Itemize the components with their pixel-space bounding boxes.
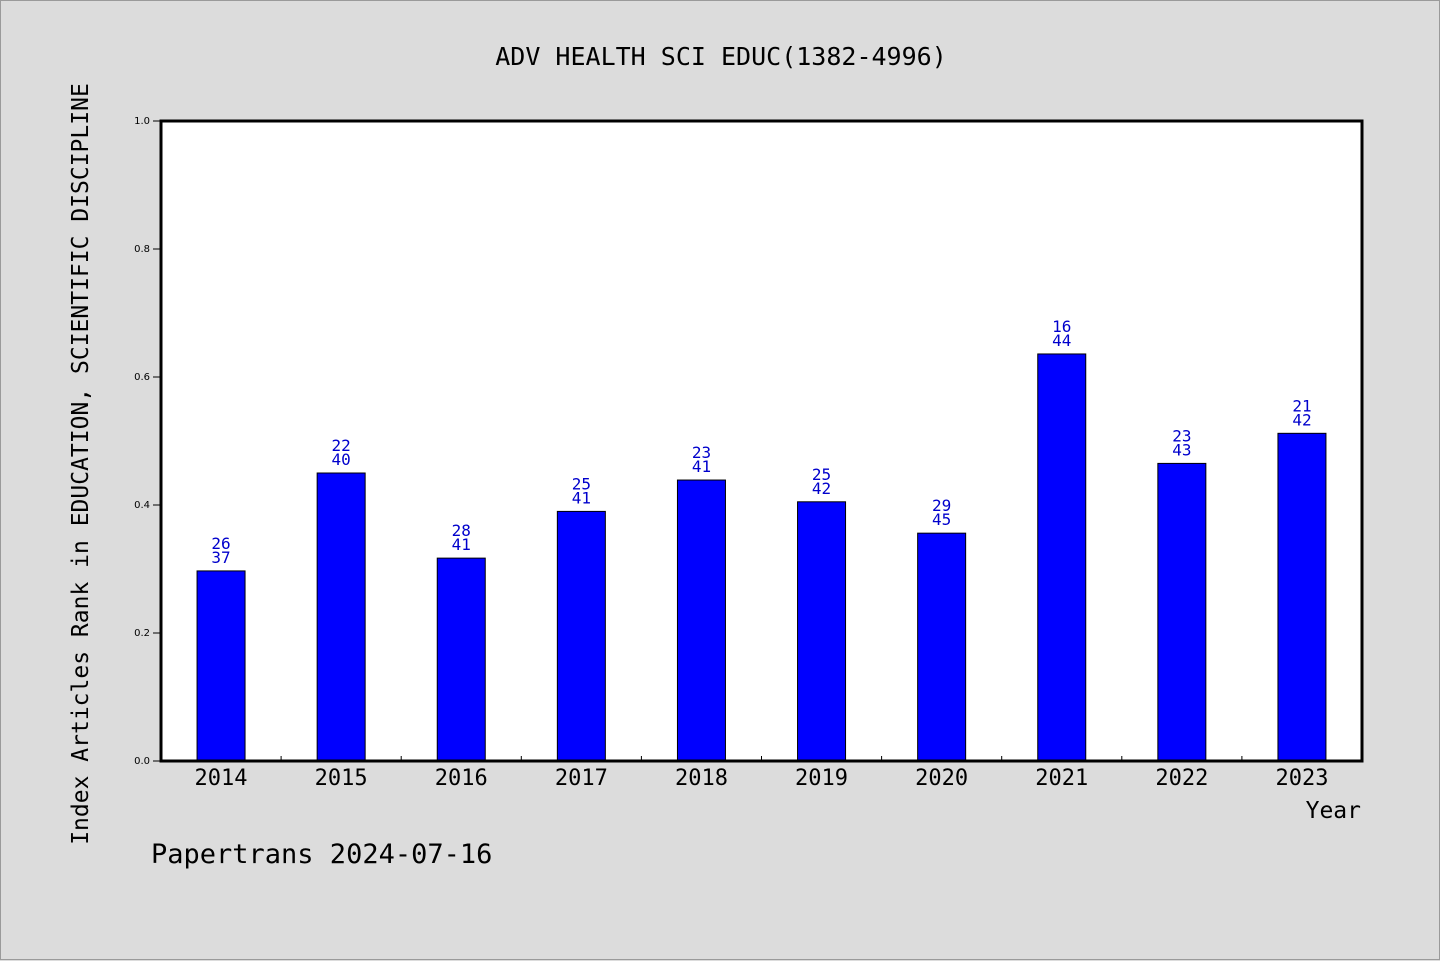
y-tick-label: 1.0 xyxy=(134,116,150,127)
bar-2015 xyxy=(316,472,366,762)
x-tick-label-2017: 2017 xyxy=(555,766,608,791)
y-tick-label: 0.4 xyxy=(134,500,150,511)
x-tick-label-2022: 2022 xyxy=(1155,766,1208,791)
y-tick-label: 0.6 xyxy=(134,372,150,383)
plot-border xyxy=(159,119,1364,763)
x-tick-label-2020: 2020 xyxy=(915,766,968,791)
x-tick-label-2021: 2021 xyxy=(1035,766,1088,791)
bar-2019 xyxy=(797,501,847,762)
bar-rank-label-2022: 23 xyxy=(1172,426,1191,445)
bar-total-label-2021: 44 xyxy=(1052,331,1071,350)
x-tick-label-2015: 2015 xyxy=(315,766,368,791)
bar-total-label-2018: 41 xyxy=(692,457,711,476)
y-tick-label: 0.0 xyxy=(134,756,150,767)
footer-text: Papertrans 2024-07-16 xyxy=(151,839,492,870)
x-tick-label-2018: 2018 xyxy=(675,766,728,791)
bar-2020 xyxy=(917,532,967,762)
bar-total-label-2022: 43 xyxy=(1172,440,1191,459)
bar-rank-label-2021: 16 xyxy=(1052,317,1071,336)
bar-rank-label-2018: 23 xyxy=(692,443,711,462)
bar-2023 xyxy=(1277,432,1327,762)
bar-rank-label-2020: 29 xyxy=(932,496,951,515)
y-axis-label: Index Articles Rank in EDUCATION, SCIENT… xyxy=(68,83,94,845)
y-tick-label: 0.2 xyxy=(134,628,150,639)
bar-rank-label-2015: 22 xyxy=(332,436,351,455)
x-tick-label-2014: 2014 xyxy=(195,766,248,791)
bar-total-label-2016: 41 xyxy=(452,535,471,554)
bar-2021 xyxy=(1037,353,1087,762)
plot-area: 2637201422402015284120162541201723412018… xyxy=(134,116,1364,791)
bar-2017 xyxy=(556,510,606,762)
bar-2018 xyxy=(676,479,726,762)
bar-total-label-2015: 40 xyxy=(332,450,351,469)
bar-2022 xyxy=(1157,462,1207,762)
bar-total-label-2019: 42 xyxy=(812,479,831,498)
bar-rank-label-2019: 25 xyxy=(812,465,831,484)
bar-total-label-2023: 42 xyxy=(1292,410,1311,429)
x-axis-label: Year xyxy=(1306,798,1361,824)
bar-total-label-2014: 37 xyxy=(211,548,230,567)
y-tick-label: 0.8 xyxy=(134,244,150,255)
bar-2016 xyxy=(436,557,486,762)
bar-rank-label-2016: 28 xyxy=(452,521,471,540)
chart-title: ADV HEALTH SCI EDUC(1382-4996) xyxy=(495,42,947,71)
bar-2014 xyxy=(196,570,246,762)
bar-total-label-2017: 41 xyxy=(572,488,591,507)
bar-rank-label-2023: 21 xyxy=(1292,396,1311,415)
x-tick-label-2019: 2019 xyxy=(795,766,848,791)
x-tick-label-2016: 2016 xyxy=(435,766,488,791)
bar-rank-label-2014: 26 xyxy=(211,534,230,553)
bar-rank-label-2017: 25 xyxy=(572,474,591,493)
x-tick-label-2023: 2023 xyxy=(1275,766,1328,791)
bar-total-label-2020: 45 xyxy=(932,510,951,529)
